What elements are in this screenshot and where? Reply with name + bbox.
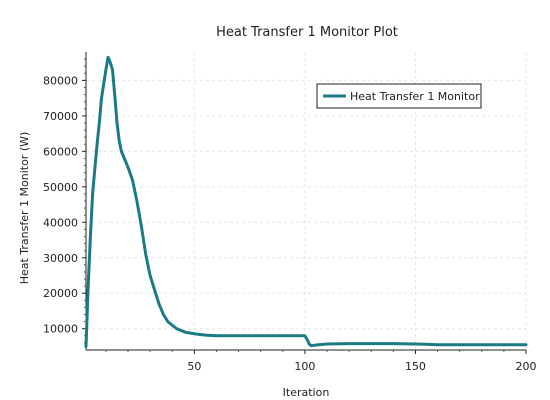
y-tick-label: 70000 (43, 110, 78, 123)
y-tick-label: 60000 (43, 145, 78, 158)
y-tick-label: 40000 (43, 216, 78, 229)
y-axis-label: Heat Transfer 1 Monitor (W) (18, 132, 31, 285)
y-tick-label: 20000 (43, 287, 78, 300)
axes (82, 52, 527, 354)
x-tick-label: 150 (405, 360, 426, 373)
y-tick-label: 50000 (43, 181, 78, 194)
series-lines (84, 55, 528, 348)
tick-labels: 10000 20000 30000 40000 50000 60000 70000 80000… (43, 74, 537, 373)
chart-title: Heat Transfer 1 Monitor Plot (216, 25, 398, 40)
series-line (84, 55, 528, 348)
y-tick-label: 10000 (43, 323, 78, 336)
x-tick-label: 100 (294, 360, 315, 373)
legend: Heat Transfer 1 Monitor (316, 83, 482, 109)
y-tick-label: 30000 (43, 252, 78, 265)
y-tick-label: 80000 (43, 74, 78, 87)
legend-label: Heat Transfer 1 Monitor (350, 90, 480, 103)
x-tick-label: 200 (516, 360, 537, 373)
legend-box (316, 83, 482, 109)
x-tick-label: 50 (187, 360, 201, 373)
x-axis-label: Iteration (283, 386, 330, 399)
grid (86, 52, 527, 350)
